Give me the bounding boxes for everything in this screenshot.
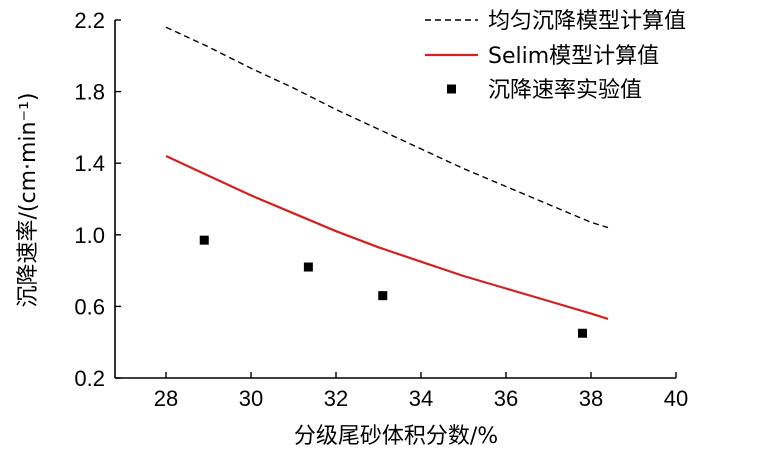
tick-labels: 28 30 32 34 36 38 40 0.2 0.6 1.0 1.4 1.8 2.2 (74, 8, 688, 411)
legend-label: 沉降速率实验值 (488, 78, 642, 103)
legend-label: 均匀沉降模型计算值 (488, 9, 686, 34)
data-point (199, 235, 209, 245)
x-tick-label: 38 (579, 386, 603, 411)
legend-label: Selim模型计算值 (488, 44, 659, 69)
x-axis-title: 分级尾砂体积分数/% (294, 424, 498, 449)
x-tick-label: 30 (239, 386, 263, 411)
legend-marker (447, 84, 456, 94)
y-axis-title: 沉降速率/(cm·min⁻¹) (16, 92, 41, 307)
x-tick-label: 32 (324, 386, 348, 411)
data-point (578, 328, 587, 338)
axes (114, 19, 677, 379)
y-tick-label: 1.4 (74, 151, 105, 176)
data-point (378, 291, 388, 301)
data-point (303, 262, 313, 272)
x-tick-label: 40 (664, 386, 688, 411)
plot-lines (165, 26, 609, 338)
y-tick-label: 1.0 (74, 223, 105, 248)
x-tick-label: 28 (154, 386, 178, 411)
y-tick-label: 0.2 (74, 366, 105, 391)
y-tick-label: 0.6 (74, 294, 105, 319)
y-tick-label: 1.8 (74, 80, 105, 105)
x-tick-label: 36 (494, 386, 518, 411)
series-line-1 (165, 155, 609, 320)
x-tick-label: 34 (409, 386, 433, 411)
y-tick-label: 2.2 (74, 8, 105, 33)
